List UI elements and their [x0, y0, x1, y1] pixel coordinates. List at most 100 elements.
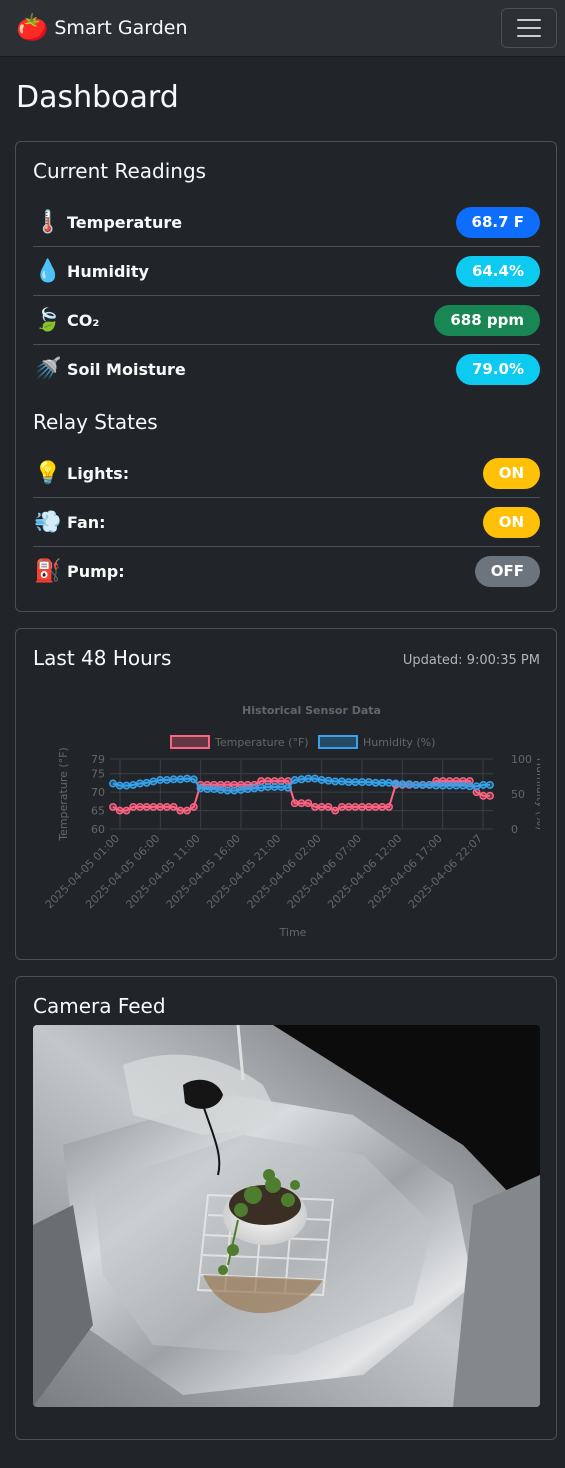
x-tick-label: 2025-04-05 06:00 — [83, 832, 162, 911]
data-point-temperature — [135, 802, 144, 811]
hamburger-icon — [517, 19, 541, 37]
y-left-axis-title: Temperature (°F) — [57, 747, 70, 842]
x-tick-label: 2025-04-06 12:00 — [325, 832, 404, 911]
data-point-humidity — [425, 780, 434, 789]
brand-link[interactable]: 🍅 Smart Garden — [16, 12, 188, 44]
fuel-pump-icon: ⛽ — [34, 559, 62, 584]
menu-toggle-button[interactable] — [501, 8, 557, 48]
reading-label: Temperature — [67, 212, 183, 232]
data-point-humidity — [304, 774, 313, 783]
y-left-tick-label: 65 — [91, 805, 105, 818]
readings-card: Current Readings 🌡️ Temperature 68.7 F 💧… — [15, 141, 557, 612]
data-point-humidity — [236, 785, 245, 794]
data-point-humidity — [432, 781, 441, 790]
data-point-humidity — [405, 780, 414, 789]
data-point-temperature — [331, 806, 340, 815]
y-right-tick-label: 50 — [511, 788, 525, 801]
thermometer-icon: 🌡️ — [34, 209, 62, 235]
co2-badge: 688 ppm — [434, 304, 540, 336]
data-point-temperature — [297, 799, 306, 808]
data-point-humidity — [438, 781, 447, 790]
data-point-temperature — [122, 806, 131, 815]
reading-label: CO₂ — [67, 310, 100, 330]
data-point-temperature — [324, 802, 333, 811]
y-left-tick-label: 60 — [91, 823, 105, 836]
data-point-humidity — [337, 777, 346, 786]
data-point-temperature — [337, 802, 346, 811]
data-point-humidity — [142, 778, 151, 787]
reading-row-co2: 🍃 CO₂ 688 ppm — [33, 296, 540, 345]
soil-moisture-badge: 79.0% — [455, 354, 540, 385]
camera-title: Camera Feed — [33, 994, 166, 1018]
data-point-temperature — [115, 806, 124, 815]
x-tick-label: 2025-04-06 07:00 — [285, 832, 364, 911]
data-point-humidity — [378, 778, 387, 787]
legend-label-temperature: Temperature (°F) — [214, 736, 309, 749]
data-point-humidity — [122, 781, 131, 790]
data-point-humidity — [311, 774, 319, 783]
data-point-temperature — [344, 802, 353, 811]
data-point-humidity — [364, 778, 373, 787]
x-tick-label: 2025-04-06 02:00 — [245, 832, 324, 911]
data-point-humidity — [169, 775, 178, 784]
x-tick-label: 2025-04-06 17:00 — [366, 832, 445, 911]
data-point-humidity — [210, 785, 218, 794]
data-point-humidity — [486, 780, 494, 789]
data-point-temperature — [129, 802, 138, 811]
data-point-humidity — [135, 779, 144, 788]
data-point-humidity — [196, 784, 205, 793]
relay-label: Pump: — [67, 562, 125, 581]
data-point-humidity — [203, 785, 212, 794]
y-right-tick-label: 100 — [511, 753, 532, 766]
relay-label: Lights: — [67, 463, 130, 483]
data-point-temperature — [385, 802, 393, 811]
relay-row-fan: 💨 Fan: ON — [33, 498, 540, 547]
page-title: Dashboard — [16, 80, 179, 115]
data-point-humidity — [344, 778, 353, 787]
x-axis-title: Time — [279, 926, 307, 939]
data-point-humidity — [230, 786, 239, 795]
data-point-humidity — [351, 778, 360, 787]
data-point-humidity — [176, 775, 185, 784]
data-point-humidity — [270, 783, 279, 791]
data-point-temperature — [290, 799, 299, 808]
relay-row-pump: ⛽ Pump: OFF — [33, 547, 540, 596]
data-point-temperature — [257, 777, 266, 786]
historical-sensor-chart[interactable]: Historical Sensor Data Temperature (°F) Hu… — [33, 699, 540, 944]
brand-title: Smart Garden — [54, 17, 188, 39]
x-tick-label: 2025-04-05 21:00 — [204, 832, 283, 911]
lightbulb-icon: 💡 — [34, 460, 62, 486]
data-point-humidity — [472, 782, 481, 791]
data-point-temperature — [109, 802, 117, 811]
data-point-temperature — [304, 799, 313, 808]
y-left-tick-label: 75 — [91, 768, 105, 781]
data-point-humidity — [263, 783, 272, 791]
data-point-humidity — [324, 776, 333, 785]
data-point-temperature — [317, 802, 326, 811]
reading-row-temperature: 🌡️ Temperature 68.7 F — [33, 198, 540, 247]
history-card: Last 48 Hours Updated: 9:00:35 PM Histor… — [15, 628, 557, 960]
data-point-humidity — [129, 780, 138, 789]
data-point-temperature — [162, 802, 171, 811]
y-right-tick-label: 0 — [511, 823, 518, 836]
data-point-humidity — [479, 780, 488, 789]
data-point-humidity — [418, 780, 427, 789]
data-point-temperature — [351, 802, 360, 811]
data-point-humidity — [277, 783, 286, 791]
data-point-temperature — [364, 802, 373, 811]
relays-title: Relay States — [33, 410, 158, 434]
y-left-tick-label: 79 — [91, 753, 105, 766]
camera-card: Camera Feed — [15, 976, 557, 1440]
data-point-temperature — [142, 802, 151, 811]
data-point-temperature — [156, 802, 165, 811]
data-point-humidity — [109, 779, 117, 788]
data-point-temperature — [479, 791, 488, 800]
x-tick-label: 2025-04-05 11:00 — [124, 832, 203, 911]
readings-title: Current Readings — [33, 159, 207, 183]
reading-label: Soil Moisture — [67, 360, 186, 379]
humidity-badge: 64.4% — [455, 255, 540, 287]
data-point-humidity — [411, 780, 420, 789]
data-point-temperature — [149, 802, 158, 811]
x-tick-label: 2025-04-05 16:00 — [164, 832, 243, 911]
data-point-humidity — [183, 774, 192, 783]
